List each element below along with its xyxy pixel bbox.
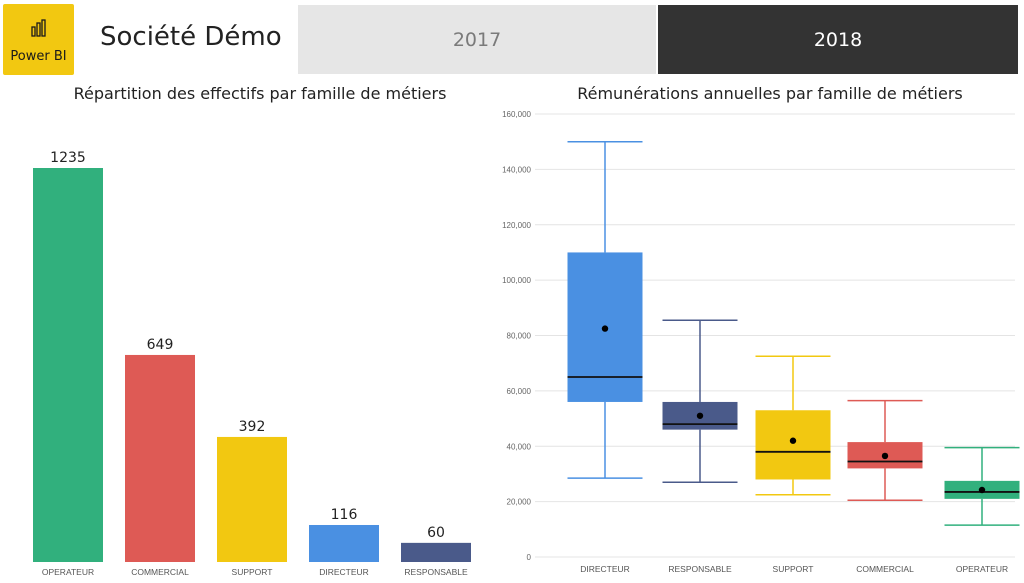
bar-category-commercial: COMMERCIAL [131, 567, 189, 577]
box-category-support: SUPPORT [773, 564, 814, 574]
y-tick-label: 0 [527, 553, 532, 562]
bar-category-responsable: RESPONSABLE [404, 567, 468, 577]
bar-operateur [33, 168, 103, 562]
bar-category-support: SUPPORT [232, 567, 273, 577]
mean-dot [978, 486, 986, 494]
salary-box-plot: 0 20,000 40,000 60,000 80,000 100,000 120,000 1… [502, 110, 1020, 574]
box-commercial [847, 399, 923, 501]
y-tick-label: 160,000 [502, 110, 531, 119]
headcount-chart-title: Répartition des effectifs par famille de… [73, 84, 447, 103]
box-responsable [662, 319, 738, 483]
bar-value-directeur: 116 [331, 507, 358, 523]
logo-text: Power BI [10, 49, 67, 64]
bar-directeur [309, 524, 379, 562]
headcount-bar-chart: 1235 OPERATEUR 649 COMMERCIAL 392 SUPPORT 116 D… [33, 150, 471, 577]
box-support [755, 355, 831, 496]
bar-value-support: 392 [239, 419, 266, 435]
bar-responsable [401, 542, 471, 562]
y-tick-label: 20,000 [507, 498, 532, 507]
mean-dot [696, 412, 704, 419]
y-tick-label: 120,000 [502, 221, 531, 230]
bar-value-operateur: 1235 [50, 150, 86, 166]
bar-category-operateur: OPERATEUR [42, 567, 94, 577]
company-title: Société Démo [100, 22, 282, 52]
y-tick-label: 80,000 [507, 332, 532, 341]
bar-value-commercial: 649 [147, 337, 174, 353]
salary-chart-title: Rémunérations annuelles par famille de m… [577, 84, 963, 103]
box-operateur [944, 446, 1020, 526]
bar-commercial [125, 354, 195, 562]
box-category-responsable: RESPONSABLE [668, 564, 732, 574]
power-bi-icon [31, 19, 46, 37]
bar-support [217, 436, 287, 562]
box-category-operateur: OPERATEUR [956, 564, 1008, 574]
mean-dot [789, 437, 797, 444]
bar-value-responsable: 60 [427, 525, 445, 541]
bar-category-directeur: DIRECTEUR [319, 567, 369, 577]
box-category-commercial: COMMERCIAL [856, 564, 914, 574]
mean-dot [601, 325, 609, 332]
y-tick-label: 40,000 [507, 442, 532, 451]
box-category-directeur: DIRECTEUR [580, 564, 630, 574]
year-tab-2018[interactable]: 2018 [658, 5, 1018, 74]
box-directeur [567, 140, 643, 479]
y-tick-label: 140,000 [502, 165, 531, 174]
y-tick-label: 100,000 [502, 276, 531, 285]
year-tab-2017[interactable]: 2017 [298, 5, 656, 74]
box-iqr [755, 410, 831, 480]
power-bi-logo: Power BI [3, 4, 74, 75]
mean-dot [881, 452, 889, 460]
y-tick-label: 60,000 [507, 387, 532, 396]
